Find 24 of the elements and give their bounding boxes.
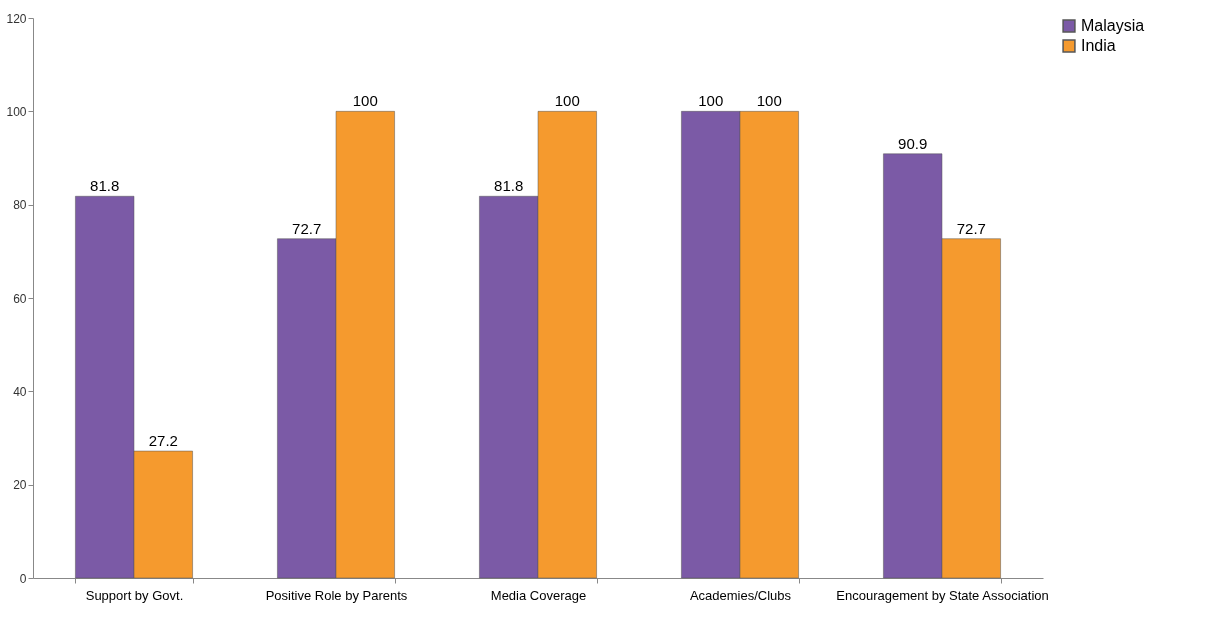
data-label: 81.8 — [90, 177, 120, 195]
y-tick-label: 40 — [13, 384, 27, 399]
y-tick-label: 20 — [13, 478, 27, 493]
x-tick-label: Positive Role by Parents — [265, 587, 408, 603]
y-tick-label: 100 — [6, 104, 27, 119]
x-tick-label: Academies/Clubs — [689, 587, 792, 603]
data-label: 81.8 — [494, 177, 524, 195]
data-label: 100 — [756, 92, 782, 110]
data-label: 100 — [352, 92, 378, 110]
y-tick-label: 80 — [13, 198, 27, 213]
data-label: 72.7 — [956, 219, 986, 237]
y-tick-label: 60 — [13, 291, 27, 306]
x-tick-label: Encouragement by State Association — [836, 587, 1049, 603]
data-label: 90.9 — [898, 134, 928, 152]
legend-label: Malaysia — [1081, 17, 1145, 34]
legend-label: India — [1081, 37, 1116, 54]
y-tick-label: 0 — [19, 571, 27, 586]
x-tick-label: Media Coverage — [490, 587, 587, 603]
data-label: 100 — [554, 92, 580, 110]
data-label: 100 — [698, 92, 724, 110]
data-label: 72.7 — [292, 219, 322, 237]
y-tick-label: 120 — [6, 11, 27, 26]
x-tick-label: Support by Govt. — [85, 587, 184, 603]
data-label: 27.2 — [148, 432, 178, 450]
